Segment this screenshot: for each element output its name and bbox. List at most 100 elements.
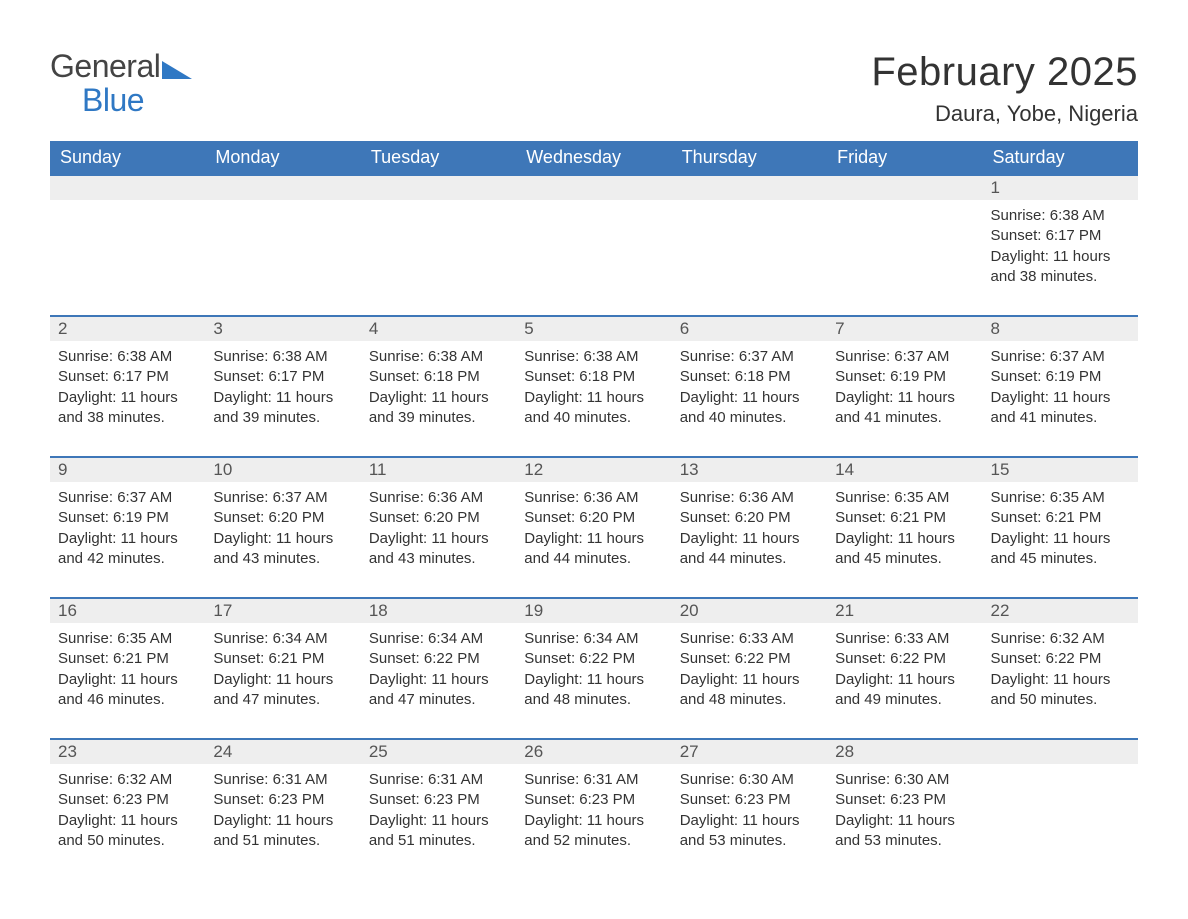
day-cell	[361, 175, 516, 316]
daylight-text: Daylight: 11 hours and 38 minutes.	[58, 388, 197, 429]
sunrise-text: Sunrise: 6:38 AM	[524, 347, 663, 367]
day-cell	[827, 175, 982, 316]
day-body: Sunrise: 6:38 AMSunset: 6:17 PMDaylight:…	[50, 341, 205, 456]
sunrise-text: Sunrise: 6:37 AM	[835, 347, 974, 367]
day-cell: 13Sunrise: 6:36 AMSunset: 6:20 PMDayligh…	[672, 457, 827, 598]
calendar-head: SundayMondayTuesdayWednesdayThursdayFrid…	[50, 141, 1138, 175]
day-cell: 26Sunrise: 6:31 AMSunset: 6:23 PMDayligh…	[516, 739, 671, 879]
day-cell: 3Sunrise: 6:38 AMSunset: 6:17 PMDaylight…	[205, 316, 360, 457]
day-cell: 15Sunrise: 6:35 AMSunset: 6:21 PMDayligh…	[983, 457, 1138, 598]
week-row: 2Sunrise: 6:38 AMSunset: 6:17 PMDaylight…	[50, 316, 1138, 457]
day-number	[672, 176, 827, 200]
day-body: Sunrise: 6:31 AMSunset: 6:23 PMDaylight:…	[205, 764, 360, 879]
title-block: February 2025 Daura, Yobe, Nigeria	[871, 50, 1138, 127]
day-body: Sunrise: 6:30 AMSunset: 6:23 PMDaylight:…	[672, 764, 827, 879]
calendar-table: SundayMondayTuesdayWednesdayThursdayFrid…	[50, 141, 1138, 879]
day-cell: 7Sunrise: 6:37 AMSunset: 6:19 PMDaylight…	[827, 316, 982, 457]
sunset-text: Sunset: 6:23 PM	[680, 790, 819, 810]
daylight-text: Daylight: 11 hours and 50 minutes.	[991, 670, 1130, 711]
sunset-text: Sunset: 6:19 PM	[835, 367, 974, 387]
day-number	[827, 176, 982, 200]
sunset-text: Sunset: 6:21 PM	[58, 649, 197, 669]
sunset-text: Sunset: 6:17 PM	[58, 367, 197, 387]
logo: General Blue	[50, 50, 192, 117]
day-header: Sunday	[50, 141, 205, 175]
day-number: 17	[205, 599, 360, 623]
sunset-text: Sunset: 6:22 PM	[680, 649, 819, 669]
daylight-text: Daylight: 11 hours and 44 minutes.	[680, 529, 819, 570]
sunrise-text: Sunrise: 6:38 AM	[369, 347, 508, 367]
sunrise-text: Sunrise: 6:31 AM	[369, 770, 508, 790]
daylight-text: Daylight: 11 hours and 53 minutes.	[680, 811, 819, 852]
daylight-text: Daylight: 11 hours and 50 minutes.	[58, 811, 197, 852]
daylight-text: Daylight: 11 hours and 42 minutes.	[58, 529, 197, 570]
day-cell: 12Sunrise: 6:36 AMSunset: 6:20 PMDayligh…	[516, 457, 671, 598]
day-body: Sunrise: 6:33 AMSunset: 6:22 PMDaylight:…	[827, 623, 982, 738]
day-cell	[672, 175, 827, 316]
daylight-text: Daylight: 11 hours and 44 minutes.	[524, 529, 663, 570]
day-number: 7	[827, 317, 982, 341]
sunrise-text: Sunrise: 6:33 AM	[680, 629, 819, 649]
day-number: 22	[983, 599, 1138, 623]
daylight-text: Daylight: 11 hours and 51 minutes.	[369, 811, 508, 852]
day-body	[50, 200, 205, 300]
sunrise-text: Sunrise: 6:33 AM	[835, 629, 974, 649]
daylight-text: Daylight: 11 hours and 40 minutes.	[524, 388, 663, 429]
sunset-text: Sunset: 6:21 PM	[991, 508, 1130, 528]
daylight-text: Daylight: 11 hours and 38 minutes.	[991, 247, 1130, 288]
daylight-text: Daylight: 11 hours and 40 minutes.	[680, 388, 819, 429]
day-cell: 22Sunrise: 6:32 AMSunset: 6:22 PMDayligh…	[983, 598, 1138, 739]
sunrise-text: Sunrise: 6:34 AM	[524, 629, 663, 649]
day-body	[205, 200, 360, 300]
day-number	[516, 176, 671, 200]
day-number: 11	[361, 458, 516, 482]
day-number: 23	[50, 740, 205, 764]
sunset-text: Sunset: 6:23 PM	[369, 790, 508, 810]
sunset-text: Sunset: 6:17 PM	[991, 226, 1130, 246]
day-body: Sunrise: 6:38 AMSunset: 6:18 PMDaylight:…	[361, 341, 516, 456]
day-header: Saturday	[983, 141, 1138, 175]
week-row: 9Sunrise: 6:37 AMSunset: 6:19 PMDaylight…	[50, 457, 1138, 598]
sunrise-text: Sunrise: 6:34 AM	[369, 629, 508, 649]
sunset-text: Sunset: 6:22 PM	[991, 649, 1130, 669]
sunset-text: Sunset: 6:22 PM	[524, 649, 663, 669]
day-cell	[50, 175, 205, 316]
sunrise-text: Sunrise: 6:35 AM	[58, 629, 197, 649]
week-row: 1Sunrise: 6:38 AMSunset: 6:17 PMDaylight…	[50, 175, 1138, 316]
daylight-text: Daylight: 11 hours and 46 minutes.	[58, 670, 197, 711]
day-number: 10	[205, 458, 360, 482]
week-row: 16Sunrise: 6:35 AMSunset: 6:21 PMDayligh…	[50, 598, 1138, 739]
day-cell: 9Sunrise: 6:37 AMSunset: 6:19 PMDaylight…	[50, 457, 205, 598]
day-body: Sunrise: 6:33 AMSunset: 6:22 PMDaylight:…	[672, 623, 827, 738]
day-cell: 21Sunrise: 6:33 AMSunset: 6:22 PMDayligh…	[827, 598, 982, 739]
day-body: Sunrise: 6:37 AMSunset: 6:19 PMDaylight:…	[827, 341, 982, 456]
day-cell: 8Sunrise: 6:37 AMSunset: 6:19 PMDaylight…	[983, 316, 1138, 457]
sunset-text: Sunset: 6:18 PM	[524, 367, 663, 387]
day-number: 15	[983, 458, 1138, 482]
sunrise-text: Sunrise: 6:37 AM	[58, 488, 197, 508]
day-body	[827, 200, 982, 300]
sunset-text: Sunset: 6:19 PM	[991, 367, 1130, 387]
sunset-text: Sunset: 6:20 PM	[213, 508, 352, 528]
sunset-text: Sunset: 6:22 PM	[835, 649, 974, 669]
daylight-text: Daylight: 11 hours and 43 minutes.	[369, 529, 508, 570]
day-cell: 24Sunrise: 6:31 AMSunset: 6:23 PMDayligh…	[205, 739, 360, 879]
day-number: 25	[361, 740, 516, 764]
day-body: Sunrise: 6:32 AMSunset: 6:22 PMDaylight:…	[983, 623, 1138, 738]
daylight-text: Daylight: 11 hours and 45 minutes.	[835, 529, 974, 570]
day-cell	[205, 175, 360, 316]
daylight-text: Daylight: 11 hours and 45 minutes.	[991, 529, 1130, 570]
day-number: 4	[361, 317, 516, 341]
day-body	[361, 200, 516, 300]
sunrise-text: Sunrise: 6:30 AM	[680, 770, 819, 790]
sunrise-text: Sunrise: 6:30 AM	[835, 770, 974, 790]
day-body: Sunrise: 6:38 AMSunset: 6:17 PMDaylight:…	[205, 341, 360, 456]
sunrise-text: Sunrise: 6:37 AM	[213, 488, 352, 508]
daylight-text: Daylight: 11 hours and 47 minutes.	[213, 670, 352, 711]
sunset-text: Sunset: 6:23 PM	[835, 790, 974, 810]
day-number: 27	[672, 740, 827, 764]
day-number: 5	[516, 317, 671, 341]
sunset-text: Sunset: 6:18 PM	[369, 367, 508, 387]
daylight-text: Daylight: 11 hours and 48 minutes.	[524, 670, 663, 711]
sunset-text: Sunset: 6:20 PM	[680, 508, 819, 528]
